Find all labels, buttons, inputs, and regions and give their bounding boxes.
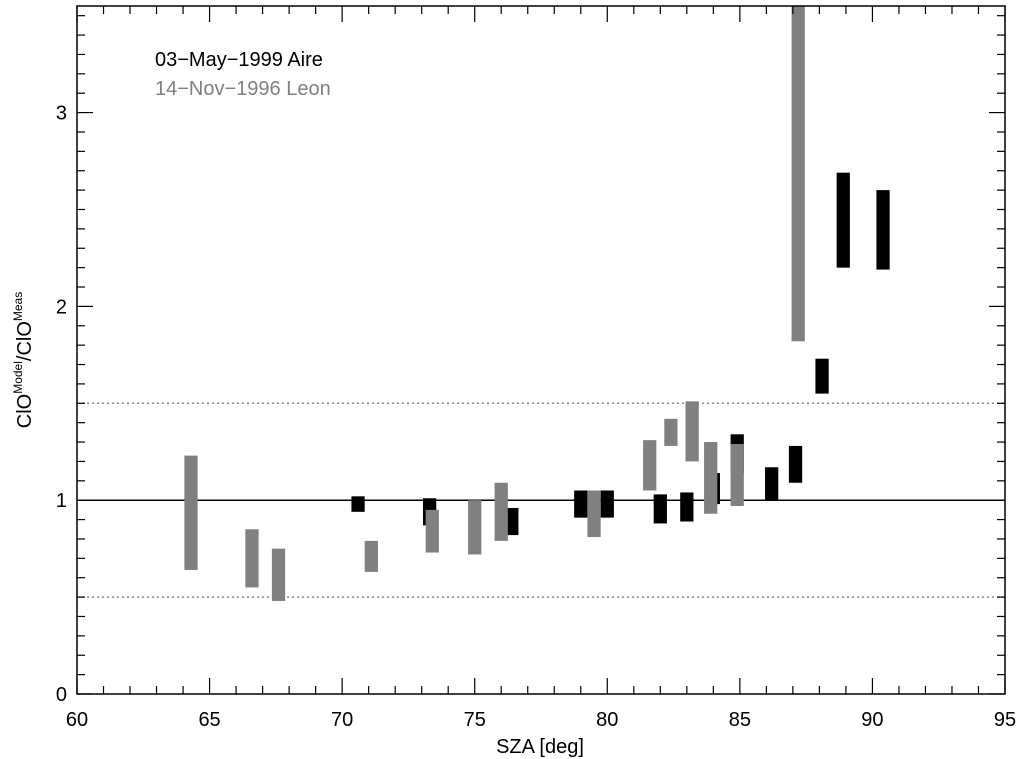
bar-leon-10 xyxy=(685,401,699,462)
y-label-prefix: ClO xyxy=(14,394,36,428)
x-tick-label: 60 xyxy=(66,709,88,731)
bar-aire-13 xyxy=(876,190,890,270)
legend-entry-leon: 14−Nov−1996 Leon xyxy=(155,78,331,100)
y-tick-label: 2 xyxy=(56,296,67,318)
x-tick-label: 90 xyxy=(861,709,883,731)
bar-leon-11 xyxy=(704,442,718,514)
y-label-sup-model: Model xyxy=(11,361,25,394)
x-tick-label: 85 xyxy=(729,709,751,731)
bar-aire-0 xyxy=(351,496,365,512)
bar-leon-7 xyxy=(587,490,601,538)
y-tick-label: 1 xyxy=(56,490,67,512)
x-tick-label: 75 xyxy=(464,709,486,731)
bar-leon-1 xyxy=(245,529,259,588)
bar-leon-3 xyxy=(364,540,378,572)
bar-leon-4 xyxy=(425,509,439,553)
y-tick-label: 3 xyxy=(56,103,67,125)
bar-aire-12 xyxy=(836,172,850,268)
x-tick-label: 95 xyxy=(994,709,1016,731)
x-axis-label: SZA [deg] xyxy=(496,736,584,758)
plot-frame xyxy=(76,5,1006,695)
bar-leon-9 xyxy=(664,418,678,446)
legend: 03−May−1999 Aire 14−Nov−1996 Leon xyxy=(155,49,331,100)
bar-leon-6 xyxy=(494,482,508,541)
x-tick-label: 65 xyxy=(198,709,220,731)
reference-lines xyxy=(77,402,1005,598)
bar-aire-3 xyxy=(574,490,588,518)
bar-leon-12 xyxy=(730,443,744,507)
bar-leon-13 xyxy=(791,6,805,342)
y-axis-label: ClOModel/ClOMeas xyxy=(11,292,36,428)
y-label-sup-meas: Meas xyxy=(11,292,25,321)
bar-aire-5 xyxy=(653,494,667,524)
bar-leon-2 xyxy=(271,548,286,601)
x-tick-label: 80 xyxy=(596,709,618,731)
y-label-mid: /ClO xyxy=(14,321,36,361)
axes: 60 65 70 75 80 85 90 95 0 1 2 3 xyxy=(56,5,1016,731)
bar-aire-6 xyxy=(680,492,694,522)
bar-aire-4 xyxy=(600,490,614,518)
bar-leon-0 xyxy=(184,455,198,570)
legend-entry-aire: 03−May−1999 Aire xyxy=(155,49,323,71)
bar-leon-8 xyxy=(643,440,657,491)
bar-aire-11 xyxy=(815,358,829,394)
y-tick-label: 0 xyxy=(56,684,67,706)
bar-aire-10 xyxy=(788,445,803,483)
bar-leon-5 xyxy=(468,500,482,555)
data-bars xyxy=(184,6,890,601)
bar-aire-2 xyxy=(505,507,519,536)
x-tick-label: 70 xyxy=(331,709,353,731)
bar-aire-9 xyxy=(765,467,779,501)
